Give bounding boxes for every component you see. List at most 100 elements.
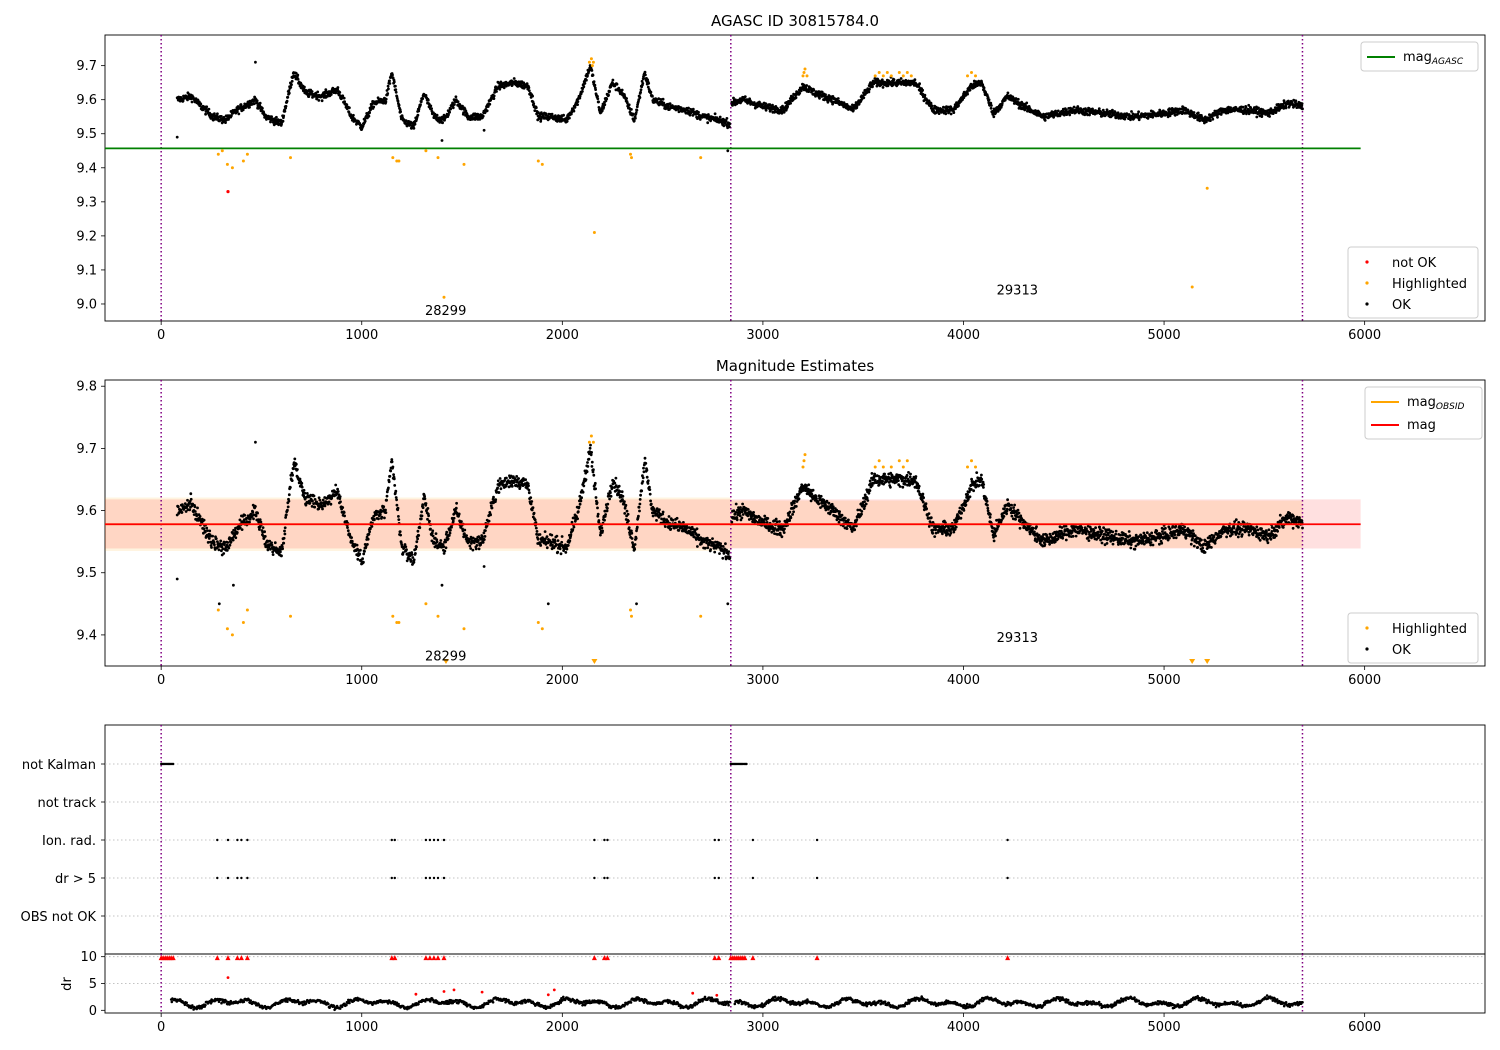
ok-point	[496, 486, 499, 490]
ok-point	[1257, 106, 1260, 110]
ok-point	[196, 506, 199, 510]
ok-point	[484, 529, 487, 532]
ok-point	[391, 465, 395, 469]
ok-point	[601, 529, 604, 533]
ok-point	[412, 558, 416, 562]
ok-point	[1006, 91, 1010, 95]
ok-point	[452, 516, 456, 520]
highlighted-point	[970, 71, 973, 74]
highlighted-point	[802, 71, 806, 74]
ok-point	[448, 110, 451, 114]
ok-point	[283, 109, 287, 113]
ok-point	[219, 539, 223, 543]
ok-point	[709, 119, 712, 123]
ok-point	[512, 77, 516, 80]
ok-point	[713, 112, 717, 116]
x-tick-label: 1000	[345, 328, 378, 343]
ok-point	[181, 99, 185, 103]
ok-point	[454, 506, 458, 510]
y-tick-label: 9.1	[76, 263, 97, 278]
ok-point	[474, 547, 478, 551]
ok-point	[282, 541, 286, 545]
highlighted-point	[592, 231, 596, 234]
ok-point	[766, 517, 770, 520]
ok-point	[998, 108, 1002, 111]
highlighted-point	[805, 74, 809, 78]
highlighted-point	[1205, 186, 1209, 190]
ok-point	[517, 477, 520, 480]
ok-point	[248, 520, 251, 524]
highlighted-point	[974, 74, 977, 78]
ok-point	[721, 556, 725, 560]
ok-point	[380, 515, 384, 519]
ok-point	[592, 468, 595, 472]
ok-point	[193, 510, 197, 513]
ok-point	[645, 468, 649, 472]
ok-point	[271, 553, 275, 556]
ok-point	[468, 544, 472, 548]
ok-point	[1196, 111, 1200, 115]
ok-point	[597, 106, 601, 109]
ok-point	[595, 501, 599, 505]
ok-point	[234, 536, 238, 540]
ok-point	[317, 99, 321, 102]
ok-point	[363, 550, 366, 553]
ok-point	[384, 511, 388, 514]
x-tick-label: 3000	[746, 328, 779, 343]
ok-point	[471, 548, 475, 552]
ok-point	[640, 489, 644, 493]
ok-point	[539, 120, 543, 123]
ok-point	[582, 484, 586, 488]
ok-point	[635, 105, 639, 109]
ok-point	[289, 85, 293, 89]
ok-point	[395, 503, 399, 507]
ok-point	[397, 518, 401, 521]
x-tick-label: 6000	[1348, 328, 1381, 343]
ok-point	[576, 510, 580, 514]
ok-point	[728, 122, 732, 126]
ok-point	[383, 516, 386, 520]
ok-point	[492, 94, 496, 98]
ok-point	[404, 545, 408, 549]
ok-point	[487, 519, 491, 523]
ok-point	[392, 473, 395, 476]
ok-point	[641, 476, 645, 480]
ok-point	[358, 552, 362, 556]
ok-point	[620, 490, 624, 494]
ok-point	[568, 116, 571, 120]
ok-point	[896, 82, 900, 86]
highlighted-point	[873, 74, 877, 78]
ok-point	[581, 490, 585, 494]
ok-point	[409, 560, 413, 563]
highlighted-point	[536, 159, 540, 163]
ok-point	[485, 109, 489, 113]
ok-point	[287, 493, 291, 497]
ok-point	[455, 501, 458, 505]
ok-point	[596, 97, 600, 101]
ok-point	[497, 491, 501, 494]
legend-marker	[1365, 260, 1369, 264]
ok-point	[658, 508, 661, 511]
ok-point	[533, 518, 537, 522]
ok-point	[661, 510, 665, 514]
ok-point	[449, 528, 452, 532]
ok-point	[261, 526, 265, 529]
ok-point	[270, 543, 274, 547]
ok-point	[594, 496, 598, 499]
ok-point	[648, 492, 652, 496]
ok-point	[428, 519, 431, 523]
ok-point	[346, 529, 350, 533]
ok-point	[648, 488, 652, 491]
ok-point	[404, 119, 408, 123]
ok-point	[394, 489, 398, 493]
ok-point	[384, 97, 388, 101]
ok-point	[638, 498, 642, 501]
highlighted-point	[241, 159, 245, 163]
ok-point	[287, 89, 291, 93]
ok-point	[605, 97, 609, 101]
ok-point	[460, 520, 463, 523]
ok-point	[625, 97, 628, 100]
highlighted-point	[289, 156, 292, 160]
ok-point	[568, 539, 572, 543]
